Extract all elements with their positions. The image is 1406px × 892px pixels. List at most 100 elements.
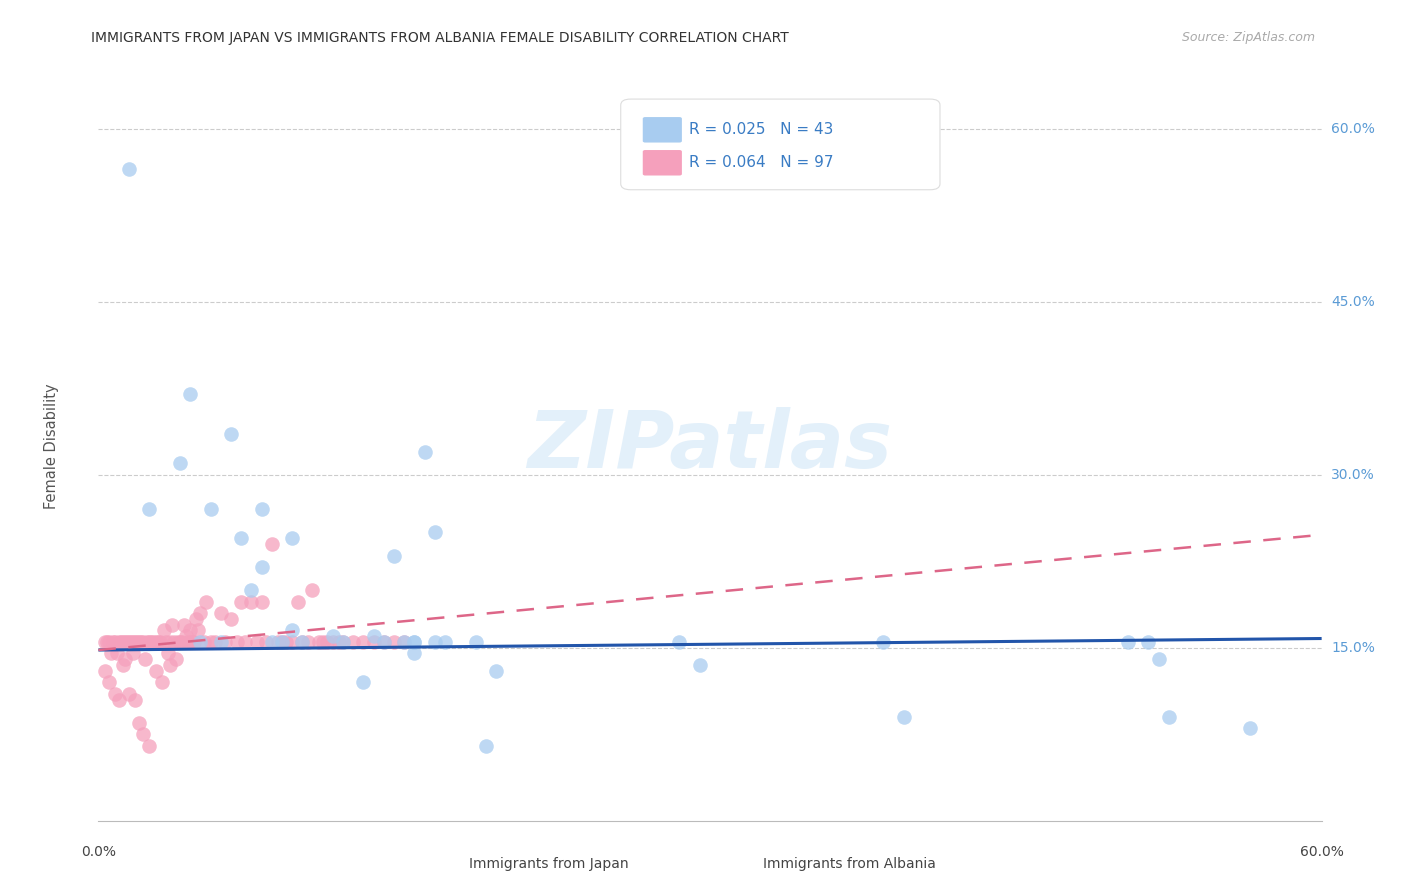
Point <box>464 635 486 649</box>
FancyBboxPatch shape <box>433 855 464 873</box>
Point <box>104 687 127 701</box>
Text: R = 0.025   N = 43: R = 0.025 N = 43 <box>689 122 834 137</box>
Text: 45.0%: 45.0% <box>1331 295 1375 309</box>
Point <box>363 635 385 649</box>
Point <box>226 635 249 649</box>
Point <box>204 635 226 649</box>
Text: 0.0%: 0.0% <box>82 845 115 859</box>
Point <box>114 635 136 649</box>
Point <box>219 427 242 442</box>
Point <box>413 444 436 458</box>
FancyBboxPatch shape <box>643 150 682 176</box>
Point <box>114 652 136 666</box>
Point <box>474 739 498 753</box>
Point <box>363 629 385 643</box>
Point <box>200 635 222 649</box>
Point <box>1147 652 1170 666</box>
Point <box>382 635 405 649</box>
Point <box>124 635 146 649</box>
Point <box>183 635 205 649</box>
Point <box>260 537 283 551</box>
Point <box>382 549 405 563</box>
Point <box>93 664 115 678</box>
Point <box>328 635 350 649</box>
Point <box>127 635 149 649</box>
Point <box>231 594 253 608</box>
Point <box>240 594 263 608</box>
Point <box>129 635 152 649</box>
FancyBboxPatch shape <box>643 117 682 143</box>
Point <box>115 635 138 649</box>
Point <box>179 387 201 401</box>
Point <box>1239 722 1261 736</box>
Point <box>434 635 457 649</box>
Point <box>108 692 131 706</box>
Point <box>122 635 145 649</box>
Point <box>267 635 290 649</box>
Point <box>281 635 304 649</box>
Point <box>274 635 297 649</box>
Point <box>1157 710 1180 724</box>
Point <box>254 635 277 649</box>
Point <box>136 635 159 649</box>
Point <box>188 606 212 620</box>
Text: 60.0%: 60.0% <box>1331 122 1375 136</box>
Point <box>404 635 426 649</box>
Point <box>177 635 200 649</box>
Point <box>214 635 236 649</box>
Point <box>291 635 314 649</box>
Point <box>174 629 197 643</box>
Point <box>101 635 124 649</box>
Point <box>297 635 319 649</box>
Point <box>138 739 160 753</box>
Point <box>373 635 395 649</box>
Point <box>128 635 150 649</box>
Point <box>308 635 330 649</box>
Text: 60.0%: 60.0% <box>1299 845 1344 859</box>
Point <box>186 612 208 626</box>
Point <box>97 675 120 690</box>
Text: 15.0%: 15.0% <box>1331 640 1375 655</box>
Point <box>128 715 150 730</box>
Text: Immigrants from Japan: Immigrants from Japan <box>470 857 628 871</box>
Point <box>404 647 426 661</box>
FancyBboxPatch shape <box>725 855 758 873</box>
Point <box>250 502 273 516</box>
Point <box>187 624 209 638</box>
Point <box>312 635 335 649</box>
Point <box>281 624 304 638</box>
Point <box>342 635 364 649</box>
Point <box>118 687 141 701</box>
Point <box>373 635 395 649</box>
Point <box>156 647 179 661</box>
Point <box>155 635 177 649</box>
Point <box>149 635 172 649</box>
Point <box>423 635 446 649</box>
Point <box>193 635 215 649</box>
Point <box>404 635 426 649</box>
Point <box>392 635 416 649</box>
Point <box>209 606 232 620</box>
Point <box>281 531 304 545</box>
Point <box>142 635 165 649</box>
Point <box>689 658 711 673</box>
Point <box>270 635 294 649</box>
Point <box>104 635 127 649</box>
Point <box>132 635 155 649</box>
Point <box>108 635 131 649</box>
Point <box>167 635 190 649</box>
Point <box>111 658 134 673</box>
Point <box>209 635 232 649</box>
Point <box>169 456 191 470</box>
Point <box>150 675 173 690</box>
Point <box>188 635 212 649</box>
Text: Immigrants from Albania: Immigrants from Albania <box>762 857 935 871</box>
Point <box>124 692 146 706</box>
Point <box>250 560 273 574</box>
Point <box>97 635 120 649</box>
Point <box>332 635 354 649</box>
Point <box>332 635 354 649</box>
Point <box>893 710 915 724</box>
Point <box>105 647 128 661</box>
Point <box>118 635 141 649</box>
